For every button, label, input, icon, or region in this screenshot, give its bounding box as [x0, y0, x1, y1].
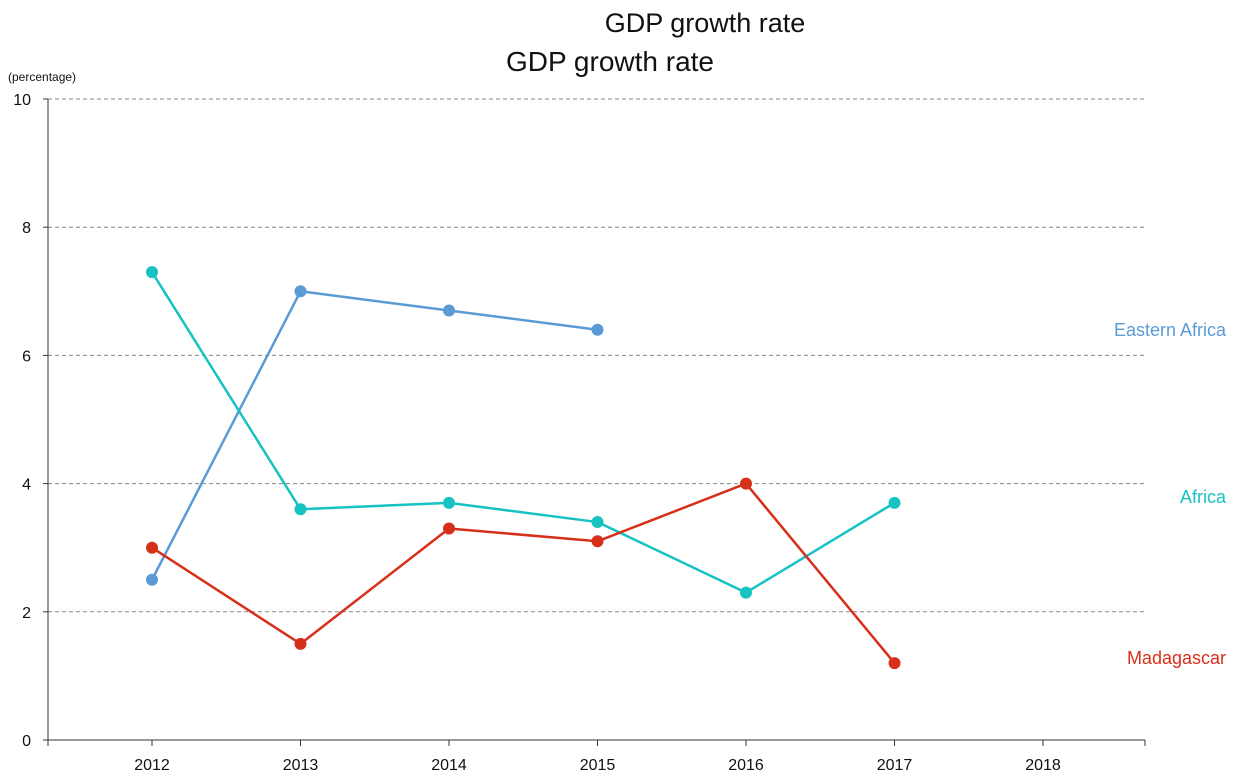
series-line	[150, 271, 896, 594]
x-tick-label: 2012	[134, 757, 170, 774]
series-layer	[146, 266, 901, 670]
y-tick-label: 8	[22, 220, 31, 237]
data-point	[591, 516, 604, 529]
series-label: Eastern Africa	[1114, 320, 1227, 340]
series-label: Africa	[1180, 487, 1227, 507]
y-tick-label: 6	[22, 348, 31, 365]
y-tick-label: 10	[13, 92, 31, 109]
data-point	[294, 503, 307, 516]
x-tick-label: 2017	[877, 757, 913, 774]
data-point	[146, 573, 158, 586]
data-point	[591, 323, 604, 336]
data-point	[443, 496, 455, 509]
x-tick-label: 2015	[580, 757, 616, 774]
x-tick-label: 2018	[1025, 757, 1061, 774]
axes: 0 2 4 6 8 10 2012 2013 2014 2015 2016 2017 2018	[13, 92, 1146, 774]
data-point	[146, 266, 158, 279]
data-point	[888, 657, 901, 670]
x-tick-label: 2014	[431, 757, 467, 774]
data-point	[443, 304, 455, 317]
data-point	[591, 535, 604, 548]
data-point	[443, 522, 455, 535]
series-labels: Eastern Africa Africa Madagascar	[1114, 320, 1227, 668]
series-line	[150, 290, 598, 581]
series-line	[151, 482, 896, 664]
data-point	[294, 637, 307, 650]
data-point	[888, 496, 901, 509]
x-tick-label: 2013	[283, 757, 319, 774]
y-axis-unit-label: (percentage)	[8, 70, 77, 84]
series-label: Madagascar	[1127, 648, 1226, 668]
y-tick-label: 0	[22, 733, 31, 750]
grid-lines	[48, 98, 1145, 613]
chart-title: GDP growth rate	[505, 46, 715, 77]
y-tick-label: 4	[22, 477, 31, 494]
y-tick-label: 2	[22, 605, 31, 622]
chart-supertitle: GDP growth rate	[604, 8, 806, 38]
data-point	[740, 586, 752, 599]
data-point	[740, 477, 752, 490]
data-point	[146, 541, 158, 554]
x-tick-label: 2016	[728, 757, 764, 774]
data-point	[294, 285, 307, 298]
